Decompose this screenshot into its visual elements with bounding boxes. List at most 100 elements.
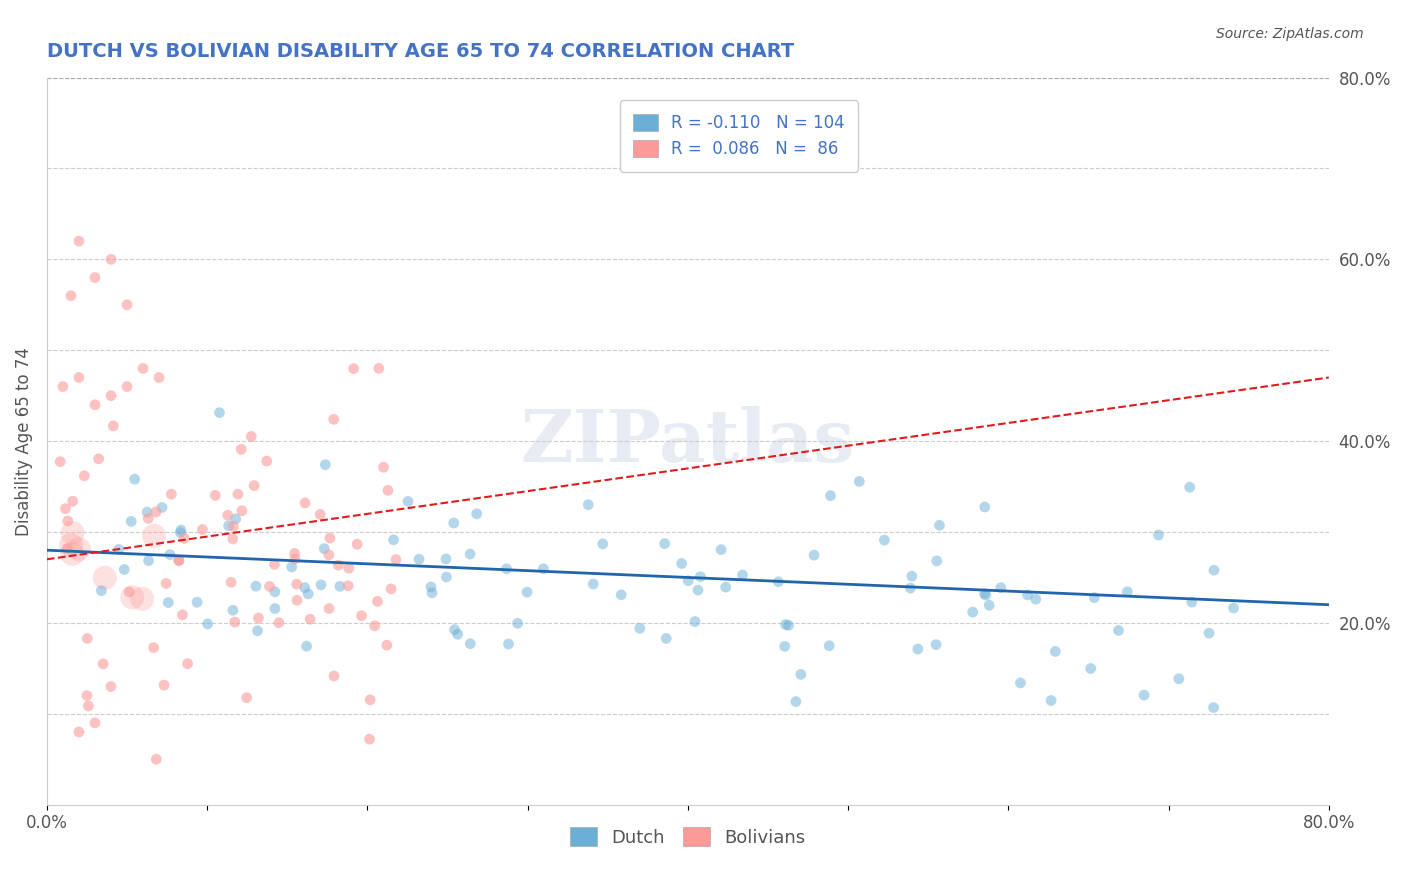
Point [710, 542, 733, 557]
Point [820, 489, 842, 503]
Point [84, 715, 107, 730]
Point [434, 552, 457, 566]
Point [498, 637, 520, 651]
Point [267, 615, 290, 630]
Point [84, 270, 107, 285]
Point [90, 583, 112, 598]
Point [506, 616, 529, 631]
Point [132, 361, 155, 376]
Point [217, 508, 239, 523]
Point [264, 584, 287, 599]
Point [785, 695, 807, 709]
Point [443, 623, 465, 637]
Point [240, 429, 263, 443]
Point [1198, 626, 1220, 640]
Point [309, 508, 332, 522]
Point [87, 451, 110, 466]
Point [359, 693, 381, 707]
Text: Source: ZipAtlas.com: Source: ZipAtlas.com [1216, 27, 1364, 41]
Point [628, 621, 651, 635]
Point [962, 605, 984, 619]
Point [167, 553, 190, 567]
Point [73, 468, 96, 483]
Point [818, 639, 841, 653]
Point [172, 607, 194, 622]
Point [285, 593, 308, 607]
Point [59, 289, 82, 303]
Point [1147, 528, 1170, 542]
Point [284, 547, 307, 561]
Point [465, 507, 488, 521]
Point [121, 591, 143, 605]
Point [246, 624, 269, 638]
Point [153, 678, 176, 692]
Point [1116, 584, 1139, 599]
Point [112, 562, 135, 576]
Point [204, 488, 226, 502]
Point [103, 418, 125, 433]
Point [343, 361, 366, 376]
Point [328, 558, 350, 573]
Point [329, 579, 352, 593]
Point [375, 638, 398, 652]
Point [364, 619, 387, 633]
Point [925, 638, 948, 652]
Point [107, 542, 129, 557]
Point [1040, 693, 1063, 707]
Point [243, 478, 266, 492]
Point [231, 504, 253, 518]
Point [907, 642, 929, 657]
Point [231, 442, 253, 457]
Point [160, 487, 183, 501]
Point [592, 537, 614, 551]
Point [173, 531, 195, 545]
Point [314, 541, 336, 556]
Point [263, 558, 285, 572]
Point [142, 640, 165, 655]
Point [495, 562, 517, 576]
Point [337, 579, 360, 593]
Point [1202, 563, 1225, 577]
Point [294, 496, 316, 510]
Point [925, 554, 948, 568]
Point [56, 541, 79, 556]
Point [138, 553, 160, 567]
Point [314, 458, 336, 472]
Point [169, 525, 191, 540]
Point [1178, 480, 1201, 494]
Point [222, 603, 245, 617]
Point [219, 575, 242, 590]
Point [382, 533, 405, 547]
Point [420, 586, 443, 600]
Legend: R = -0.110   N = 104, R =  0.086   N =  86: R = -0.110 N = 104, R = 0.086 N = 86 [620, 101, 859, 172]
Point [143, 529, 166, 543]
Point [145, 752, 167, 766]
Point [208, 406, 231, 420]
Point [176, 657, 198, 671]
Point [848, 475, 870, 489]
Point [299, 612, 322, 626]
Point [318, 548, 340, 562]
Point [224, 615, 246, 629]
Point [218, 518, 240, 533]
Y-axis label: Disability Age 65 to 74: Disability Age 65 to 74 [15, 347, 32, 535]
Point [1167, 672, 1189, 686]
Point [76, 632, 98, 646]
Point [516, 585, 538, 599]
Point [319, 531, 342, 545]
Point [67, 725, 90, 739]
Point [222, 519, 245, 533]
Point [225, 512, 247, 526]
Point [396, 494, 419, 508]
Point [318, 601, 340, 615]
Point [52, 379, 75, 393]
Point [100, 252, 122, 267]
Point [610, 588, 633, 602]
Point [84, 398, 107, 412]
Point [294, 581, 316, 595]
Point [49, 455, 72, 469]
Point [131, 591, 153, 606]
Point [226, 487, 249, 501]
Point [120, 514, 142, 528]
Point [1083, 591, 1105, 605]
